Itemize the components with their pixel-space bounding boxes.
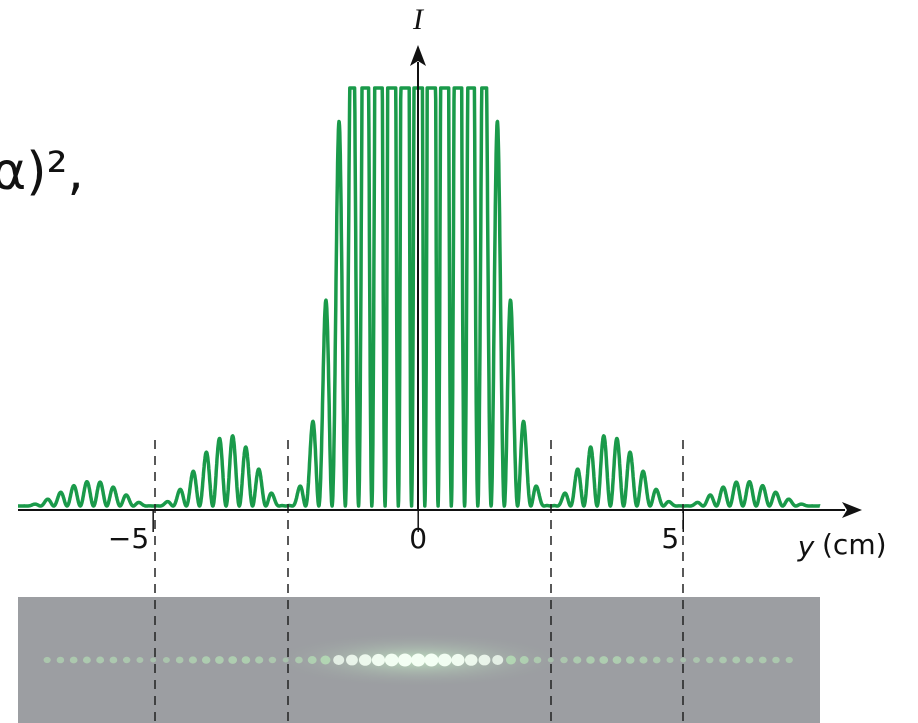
photo-dot (307, 656, 317, 664)
photo-dot (693, 657, 700, 663)
photo-dot (599, 656, 609, 664)
photo-dot (437, 653, 452, 667)
photo-dot (586, 656, 595, 664)
photo-dot (533, 656, 542, 664)
photo-dot (666, 656, 674, 664)
photo-dot (282, 657, 289, 663)
photo-dot (384, 653, 399, 667)
photo-dot (492, 655, 504, 665)
photo-dot (397, 653, 412, 667)
photo-dot (547, 657, 554, 663)
photo-dot (785, 656, 793, 664)
photo-dot (478, 654, 491, 666)
photo-dot (519, 656, 529, 664)
photo-dot (560, 656, 568, 664)
photo-dot (464, 654, 478, 666)
photo-dot (320, 655, 331, 665)
photo-dot (150, 657, 157, 663)
photo-dot (612, 656, 622, 664)
photo-dot (346, 654, 358, 666)
photo-dot (625, 656, 635, 664)
x-tick-label: 5 (661, 522, 679, 555)
photo-dot (96, 656, 105, 664)
photo-dot (333, 655, 345, 665)
photo-dot (758, 656, 767, 664)
photo-dot (228, 656, 238, 664)
photo-dot (122, 656, 131, 664)
photo-dot (505, 655, 516, 665)
photo-dot (201, 656, 211, 664)
photo-dot (43, 656, 51, 664)
x-label-var: y (797, 530, 815, 563)
photo-dot (706, 656, 714, 664)
photo-dot (69, 656, 78, 664)
x-tick-label: 0 (409, 522, 427, 555)
y-label: I (412, 3, 425, 36)
photo-dot (652, 656, 661, 664)
photo-dot (573, 656, 582, 664)
x-label-unit: (cm) (822, 528, 887, 561)
photo-dot (215, 656, 224, 664)
photo-dot (82, 656, 91, 664)
photo-dot (268, 656, 277, 664)
photo-dot (745, 656, 754, 664)
photo-dot (639, 656, 648, 664)
photo-dot (424, 653, 439, 667)
photo-dot (56, 656, 65, 664)
photo-dots (43, 653, 793, 667)
photo-dot (680, 657, 687, 663)
photo-dot (371, 653, 386, 667)
y-arrow (410, 45, 426, 66)
cut-off-formula: α)², (0, 142, 84, 202)
photo-dot (719, 656, 727, 664)
photo-dot (162, 656, 170, 664)
x-tick-label: −5 (108, 522, 149, 555)
photo-dot (295, 656, 303, 664)
photo-dot (411, 653, 426, 667)
photo-dot (451, 653, 465, 667)
photo-dot (109, 656, 118, 664)
photo-dot (772, 656, 780, 664)
photo-dot (358, 654, 372, 666)
photo-dot (136, 657, 144, 663)
photo-dot (732, 656, 741, 664)
photo-dot (255, 656, 264, 664)
x-arrow (842, 502, 862, 518)
photo-dot (188, 656, 197, 664)
photo-dot (175, 656, 184, 664)
photo-dot (241, 656, 251, 664)
